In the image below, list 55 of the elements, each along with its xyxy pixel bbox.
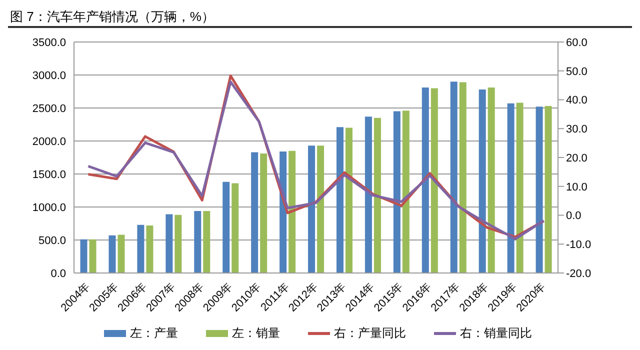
bar	[336, 127, 344, 273]
bar	[516, 102, 524, 273]
legend-label: 右：销量同比	[460, 325, 532, 342]
bar	[393, 111, 400, 273]
y2-tick-label: -20.0	[566, 268, 592, 280]
bar	[166, 214, 173, 273]
legend-label: 左：销量	[232, 325, 280, 342]
bar	[478, 90, 486, 273]
y2-tick-label: 0.0	[566, 210, 582, 222]
y-tick-label: 2500.0	[32, 102, 66, 115]
bar	[374, 118, 381, 273]
y-tick-label: 1500.0	[32, 168, 66, 181]
bar	[260, 154, 268, 273]
bar	[544, 106, 552, 273]
bar	[174, 214, 182, 273]
y2-tick-label: 10.0	[566, 181, 588, 194]
bar	[346, 128, 352, 273]
chart-title: 图 7：汽车年产销情况（万辆，%）	[8, 8, 632, 28]
bar	[146, 225, 154, 273]
y2-tick-label: -10.0	[566, 239, 592, 252]
y2-tick-label: 20.0	[566, 152, 588, 164]
bar	[89, 239, 96, 273]
bar	[507, 103, 514, 273]
bar	[137, 224, 144, 273]
y-tick-label: 500.0	[38, 234, 66, 247]
y2-tick-label: 60.0	[566, 36, 588, 49]
bar	[364, 116, 372, 273]
bar	[288, 150, 296, 273]
bar	[80, 239, 88, 273]
bar	[488, 88, 495, 273]
y2-tick-label: 50.0	[566, 66, 588, 78]
y-tick-label: 0.0	[50, 268, 66, 280]
bar	[203, 210, 210, 273]
y2-tick-label: 40.0	[566, 94, 588, 107]
bar	[536, 106, 543, 273]
y-tick-label: 3500.0	[32, 36, 66, 49]
bar	[430, 88, 438, 273]
y-tick-label: 3000.0	[32, 70, 66, 82]
legend-label: 右：产量同比	[334, 325, 406, 342]
y2-tick-label: 30.0	[566, 124, 588, 136]
bar	[459, 82, 466, 273]
bar	[308, 146, 316, 273]
bar	[108, 235, 116, 273]
bar	[194, 210, 202, 273]
y-tick-label: 1000.0	[32, 202, 66, 214]
bar	[251, 152, 258, 273]
bar	[222, 182, 230, 273]
bar	[422, 88, 429, 273]
bar	[232, 183, 239, 273]
legend-label: 左：产量	[130, 325, 178, 342]
y-tick-label: 2000.0	[32, 136, 66, 148]
bar	[317, 146, 324, 273]
bar	[402, 110, 410, 273]
bar	[118, 234, 125, 273]
bar	[450, 82, 458, 273]
